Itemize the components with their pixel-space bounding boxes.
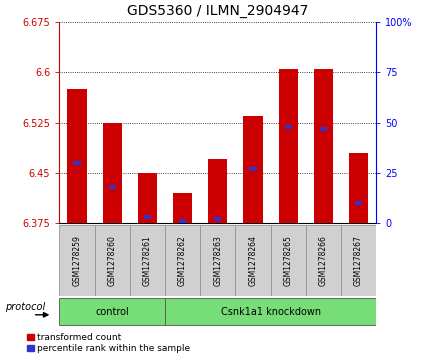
Bar <box>279 69 298 223</box>
Text: Csnk1a1 knockdown: Csnk1a1 knockdown <box>220 307 321 317</box>
Bar <box>314 69 333 223</box>
Bar <box>349 153 368 223</box>
Text: control: control <box>95 307 129 317</box>
Bar <box>109 185 116 189</box>
Bar <box>67 89 87 223</box>
Bar <box>179 219 186 223</box>
Bar <box>200 225 235 296</box>
Bar <box>243 116 263 223</box>
Bar <box>144 215 151 219</box>
Bar <box>73 161 81 165</box>
Bar <box>271 225 306 296</box>
Text: GSM1278261: GSM1278261 <box>143 235 152 286</box>
Bar <box>306 225 341 296</box>
Title: GDS5360 / ILMN_2904947: GDS5360 / ILMN_2904947 <box>127 4 308 18</box>
Bar <box>341 225 376 296</box>
Text: GSM1278262: GSM1278262 <box>178 235 187 286</box>
Text: GSM1278267: GSM1278267 <box>354 235 363 286</box>
Bar <box>173 193 192 223</box>
Bar <box>235 225 271 296</box>
Bar <box>320 127 327 131</box>
Bar <box>214 217 221 221</box>
Bar <box>249 167 257 171</box>
Bar <box>165 298 376 325</box>
Text: GSM1278266: GSM1278266 <box>319 235 328 286</box>
Text: GSM1278263: GSM1278263 <box>213 235 222 286</box>
Bar <box>355 201 362 205</box>
Text: GSM1278265: GSM1278265 <box>284 235 293 286</box>
Legend: transformed count, percentile rank within the sample: transformed count, percentile rank withi… <box>26 333 191 353</box>
Text: GSM1278259: GSM1278259 <box>73 235 81 286</box>
Bar <box>103 122 122 223</box>
Bar <box>95 225 130 296</box>
Text: protocol: protocol <box>5 302 45 312</box>
Bar <box>59 298 165 325</box>
Bar <box>59 225 95 296</box>
Text: GSM1278260: GSM1278260 <box>108 235 117 286</box>
Bar <box>130 225 165 296</box>
Bar <box>165 225 200 296</box>
Bar <box>138 173 157 223</box>
Bar <box>285 125 292 129</box>
Bar <box>208 159 227 223</box>
Text: GSM1278264: GSM1278264 <box>249 235 257 286</box>
